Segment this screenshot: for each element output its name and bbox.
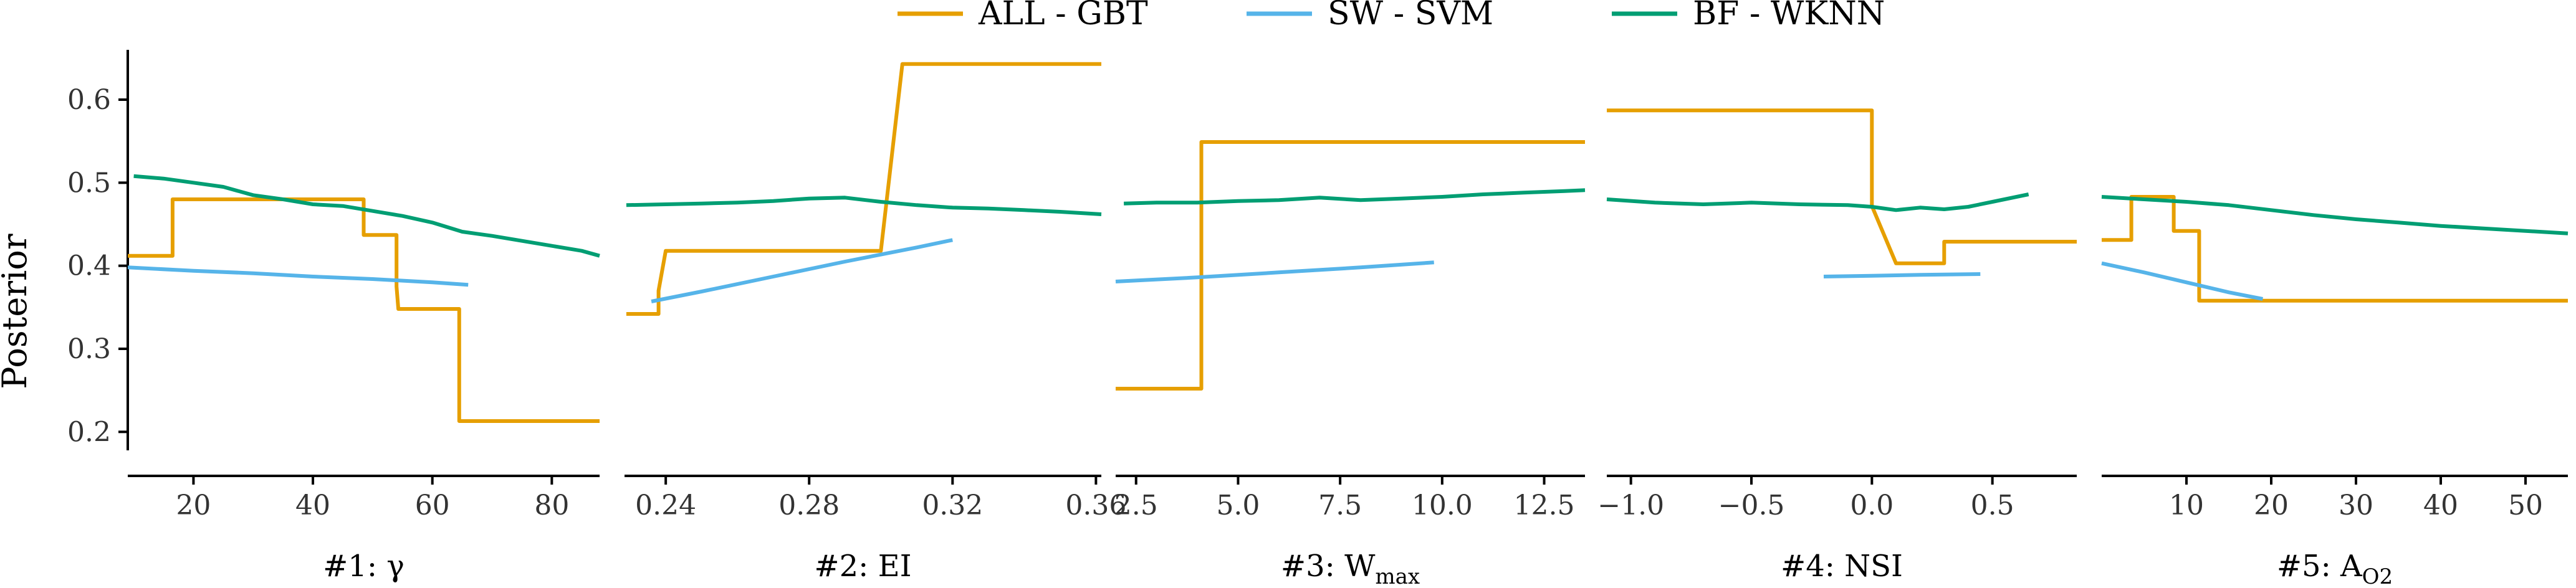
legend-label: BF - WKNN [1693,0,1885,32]
x-tick-label: 60 [415,490,450,521]
chart-panel-2: 0.24 0.28 0.32 0.36 #2: EI [625,62,1126,584]
y-axis-label: Posterior [0,234,34,389]
x-tick-label: 0.28 [778,490,840,521]
x-tick-label: 0.36 [1065,490,1126,521]
chart-panel-3: 2.5 5.0 7.5 10.0 12.5 #3: Wmax [1114,140,1586,588]
series-line-all-gbt [2102,195,2568,303]
legend-label: SW - SVM [1328,0,1493,32]
chart-panel-1: 20 40 60 80 #1: γ [127,174,600,584]
x-tick-label: 80 [534,490,569,521]
series-line-sw-svm [1823,272,1981,278]
series-line-bf-wknn [1606,192,2029,212]
series-line-bf-wknn [2101,195,2569,235]
y-tick-label: 0.3 [67,333,111,365]
y-tick-label: 0.5 [67,167,111,199]
x-tick-label: 40 [2423,490,2458,521]
chart-panel-5: 10 20 30 40 50 #5: AO2 [2101,195,2569,588]
x-axis-label: #4: NSI [1781,549,1903,584]
legend-label: ALL - GBT [978,0,1148,32]
x-axis-label: #5: AO2 [2277,549,2393,588]
x-tick-label: −0.5 [1718,490,1785,521]
x-tick-label: 0.5 [1971,490,2014,521]
x-tick-label: 2.5 [1114,490,1158,521]
x-tick-label: 0.32 [922,490,983,521]
series-line-bf-wknn [133,174,600,258]
x-tick-label: 0.0 [1850,490,1894,521]
series-line-all-gbt [626,62,1101,316]
chart-panel-4: −1.0 −0.5 0.0 0.5 #4: NSI [1597,108,2077,584]
chart-legend: ALL - GBT SW - SVM BF - WKNN [898,0,1885,32]
x-axis-label: #1: γ [323,549,405,584]
x-tick-label: 40 [295,490,330,521]
x-tick-label: 20 [2254,490,2289,521]
x-axis-label: #3: Wmax [1281,549,1420,588]
series-line-all-gbt [1116,140,1585,391]
x-tick-label: 20 [176,490,211,521]
series-line-sw-svm [2101,261,2263,301]
y-tick-label: 0.4 [67,250,111,282]
series-line-sw-svm [651,238,953,303]
series-line-all-gbt [1607,108,2077,265]
series-line-all-gbt [128,197,600,423]
x-tick-label: 50 [2508,490,2543,521]
x-tick-label: 10 [2169,490,2204,521]
chart-panels: 20 40 60 80 #1: γ 0.24 0.28 0.32 0.36 #2: EI 2.5 5.… [127,62,2569,588]
series-line-sw-svm [127,265,469,287]
series-line-sw-svm [1115,260,1434,283]
y-tick-label: 0.2 [67,416,111,448]
x-axis-label: #2: EI [814,549,911,584]
x-tick-label: 12.5 [1514,490,1575,521]
y-axis: 0.2 0.3 0.4 0.5 0.6 [67,50,129,450]
x-tick-label: 10.0 [1412,490,1473,521]
x-tick-label: 30 [2339,490,2373,521]
series-line-bf-wknn [1124,188,1586,206]
x-tick-label: 0.24 [635,490,696,521]
x-tick-label: 7.5 [1318,490,1362,521]
y-tick-label: 0.6 [67,84,111,116]
series-line-bf-wknn [626,196,1102,216]
x-tick-label: 5.0 [1216,490,1260,521]
x-tick-label: −1.0 [1597,490,1664,521]
